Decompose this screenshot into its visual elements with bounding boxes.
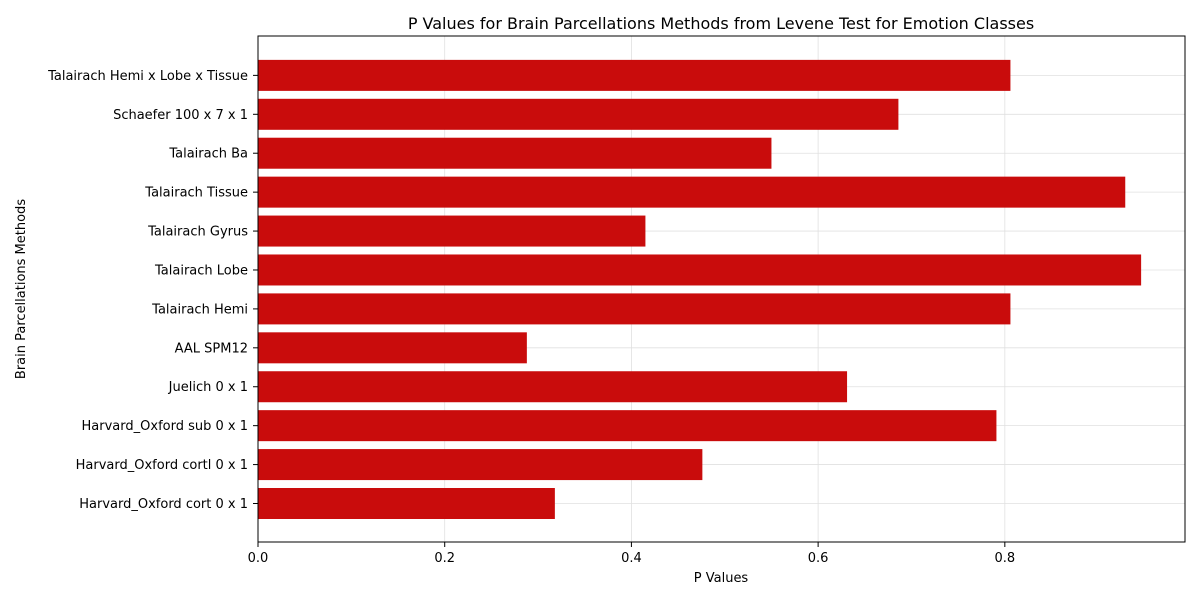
y-tick-label: Talairach Gyrus	[147, 225, 248, 240]
bar	[258, 449, 703, 481]
x-tick-label: 0.4	[621, 551, 642, 566]
bar	[258, 332, 527, 364]
bar	[258, 371, 848, 403]
y-axis-label: Brain Parcellations Methods	[14, 199, 29, 379]
y-tick-label: Talairach Hemi	[151, 302, 248, 317]
y-tick-label: Talairach Ba	[168, 147, 248, 162]
x-tick-label: 0.2	[434, 551, 455, 566]
bar	[258, 410, 997, 442]
y-tick-label: Schaefer 100 x 7 x 1	[113, 108, 248, 123]
y-tick-label: Harvard_Oxford cortl 0 x 1	[76, 458, 248, 473]
bar	[258, 488, 555, 519]
x-tick-label: 0.8	[994, 551, 1015, 566]
bars	[258, 59, 1142, 519]
x-axis-ticks: 0.0 0.2 0.4 0.6 0.8	[248, 542, 1015, 566]
x-tick-label: 0.0	[248, 551, 269, 566]
y-tick-label: Talairach Lobe	[154, 263, 248, 278]
x-axis-label: P Values	[694, 571, 749, 586]
bar	[258, 254, 1142, 286]
y-tick-label: Juelich 0 x 1	[168, 380, 248, 395]
plot-area-frame	[257, 35, 1186, 543]
bar	[258, 137, 772, 169]
y-tick-label: Harvard_Oxford cort 0 x 1	[79, 497, 248, 512]
bar	[258, 98, 899, 130]
chart-title: P Values for Brain Parcellations Methods…	[408, 14, 1034, 33]
y-tick-label: Harvard_Oxford sub 0 x 1	[82, 419, 248, 434]
x-tick-label: 0.6	[808, 551, 829, 566]
y-tick-label: Talairach Hemi x Lobe x Tissue	[47, 69, 248, 84]
bar	[258, 215, 646, 247]
bar	[258, 293, 1011, 325]
bar	[258, 176, 1126, 208]
bar	[258, 59, 1011, 91]
y-tick-label: AAL SPM12	[175, 341, 248, 356]
y-tick-label: Talairach Tissue	[144, 186, 248, 201]
y-axis-ticks: Harvard_Oxford cort 0 x 1 Harvard_Oxford …	[47, 69, 258, 512]
